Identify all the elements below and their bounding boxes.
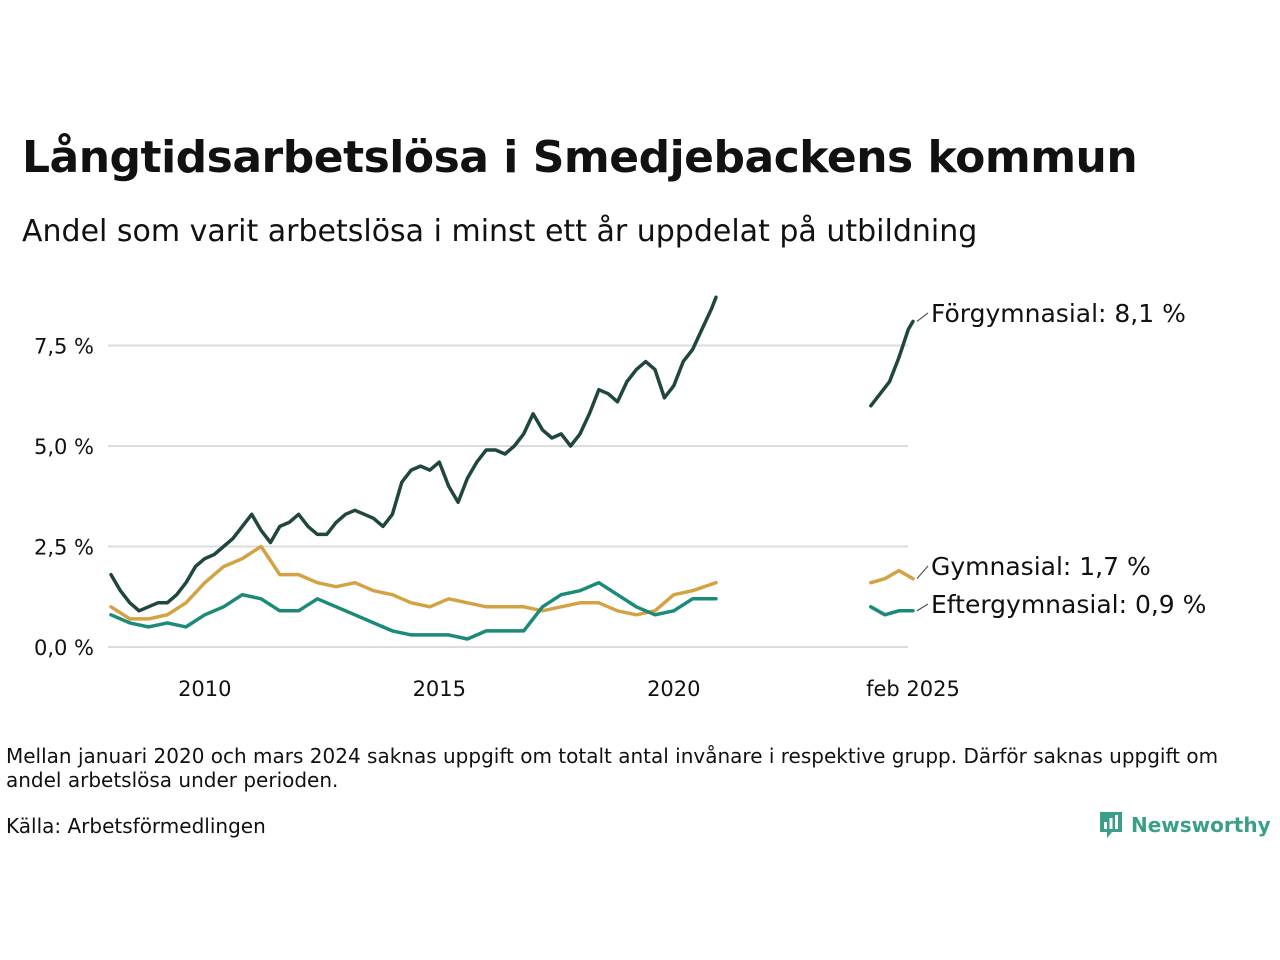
source-note: Källa: Arbetsförmedlingen xyxy=(6,814,266,838)
series-end-label: Eftergymnasial: 0,9 % xyxy=(931,590,1206,619)
series-group xyxy=(109,295,915,641)
y-tick-label: 5,0 % xyxy=(34,435,94,459)
chart-title: Långtidsarbetslösa i Smedjebackens kommu… xyxy=(22,132,1138,183)
gridlines xyxy=(108,344,908,648)
bar-chart-icon xyxy=(1100,812,1122,838)
x-tick-label: 2010 xyxy=(178,677,231,701)
series-line-1-1 xyxy=(869,568,915,585)
label-connector xyxy=(916,565,929,580)
series-line-0-0 xyxy=(109,295,718,613)
y-tick-label: 7,5 % xyxy=(34,335,94,359)
y-tick-label: 2,5 % xyxy=(34,536,94,560)
series-line-1-0 xyxy=(109,544,718,621)
series-line-2-0 xyxy=(109,580,718,641)
label-connector xyxy=(916,603,929,612)
brand-name: Newsworthy xyxy=(1131,813,1271,837)
series-end-label: Gymnasial: 1,7 % xyxy=(931,552,1151,581)
chart-subtitle: Andel som varit arbetslösa i minst ett å… xyxy=(22,214,978,249)
x-tick-label: feb 2025 xyxy=(866,677,960,701)
end-labels: Förgymnasial: 8,1 % Gymnasial: 1,7 % Efter… xyxy=(916,299,1206,619)
series-line-0-1 xyxy=(869,319,915,408)
series-end-label: Förgymnasial: 8,1 % xyxy=(931,299,1186,328)
footnote: Mellan januari 2020 och mars 2024 saknas… xyxy=(6,744,1219,792)
label-connector xyxy=(916,312,929,322)
series-line-2-1 xyxy=(869,605,915,617)
line-chart: 0,0 % 2,5 % 5,0 % 7,5 % 2010 2015 2020 feb 202… xyxy=(34,295,1206,701)
x-axis-ticks: 2010 2015 2020 feb 2025 xyxy=(178,677,960,701)
y-tick-label: 0,0 % xyxy=(34,636,94,660)
x-tick-label: 2020 xyxy=(647,677,700,701)
x-tick-label: 2015 xyxy=(413,677,466,701)
y-axis-ticks: 0,0 % 2,5 % 5,0 % 7,5 % xyxy=(34,335,94,661)
brand-logo: Newsworthy xyxy=(1098,810,1271,840)
